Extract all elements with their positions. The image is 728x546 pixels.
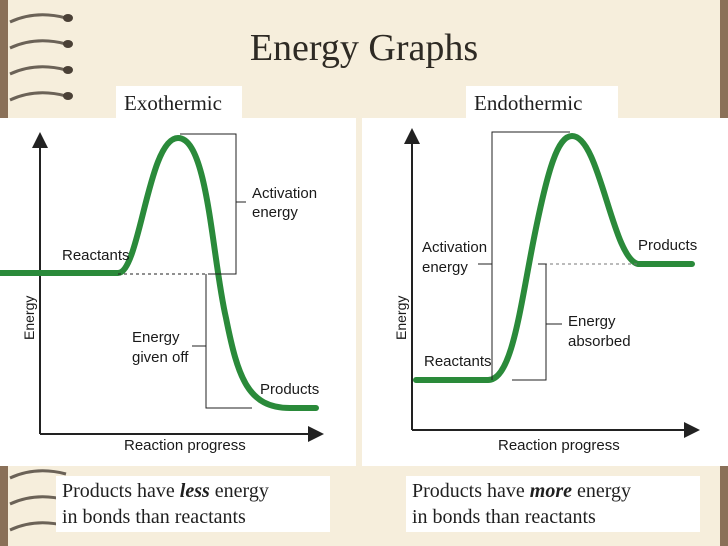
endothermic-caption: Products have more energy in bonds than … — [406, 476, 700, 532]
ring-icon — [9, 13, 67, 24]
given-off-bracket — [205, 274, 252, 409]
ring-icon — [9, 91, 67, 102]
given-off-text: Energy — [132, 329, 180, 346]
activation-bracket — [491, 131, 570, 380]
exothermic-graph-panel: Reactants Activation energy Energy given… — [0, 118, 356, 466]
caption-emphasis: more — [529, 480, 572, 502]
activation-bracket — [180, 133, 237, 275]
y-axis-label: Energy — [393, 296, 409, 340]
energy-curve — [413, 132, 695, 383]
exothermic-label: Exothermic — [116, 86, 242, 120]
energy-curve — [0, 134, 319, 411]
absorbed-text: Energy — [568, 313, 616, 330]
given-off-text: given off — [132, 349, 189, 366]
absorbed-text: absorbed — [568, 333, 631, 350]
exothermic-caption: Products have less energy in bonds than … — [56, 476, 330, 532]
endothermic-graph: Activation energy Energy absorbed Reacta… — [393, 128, 700, 454]
reactants-text: Reactants — [424, 353, 492, 370]
exothermic-graph: Reactants Activation energy Energy given… — [0, 132, 324, 454]
products-text: Products — [260, 381, 319, 398]
absorbed-bracket — [512, 263, 547, 381]
endothermic-graph-panel: Activation energy Energy absorbed Reacta… — [362, 118, 728, 466]
y-axis-label: Energy — [21, 296, 37, 340]
reactants-text: Reactants — [62, 247, 130, 264]
endothermic-label: Endothermic — [466, 86, 618, 120]
activation-text: energy — [252, 204, 298, 221]
page-title: Energy Graphs — [249, 27, 479, 69]
ring-icon — [9, 469, 67, 480]
activation-text: Activation — [252, 185, 317, 202]
ring-icon — [9, 39, 67, 50]
caption-emphasis: less — [179, 480, 210, 502]
ring-icon — [9, 65, 67, 76]
x-axis-label: Reaction progress — [124, 437, 246, 454]
activation-text: Activation — [422, 239, 487, 256]
x-axis-label: Reaction progress — [498, 437, 620, 454]
products-text: Products — [638, 237, 697, 254]
activation-text: energy — [422, 259, 468, 276]
